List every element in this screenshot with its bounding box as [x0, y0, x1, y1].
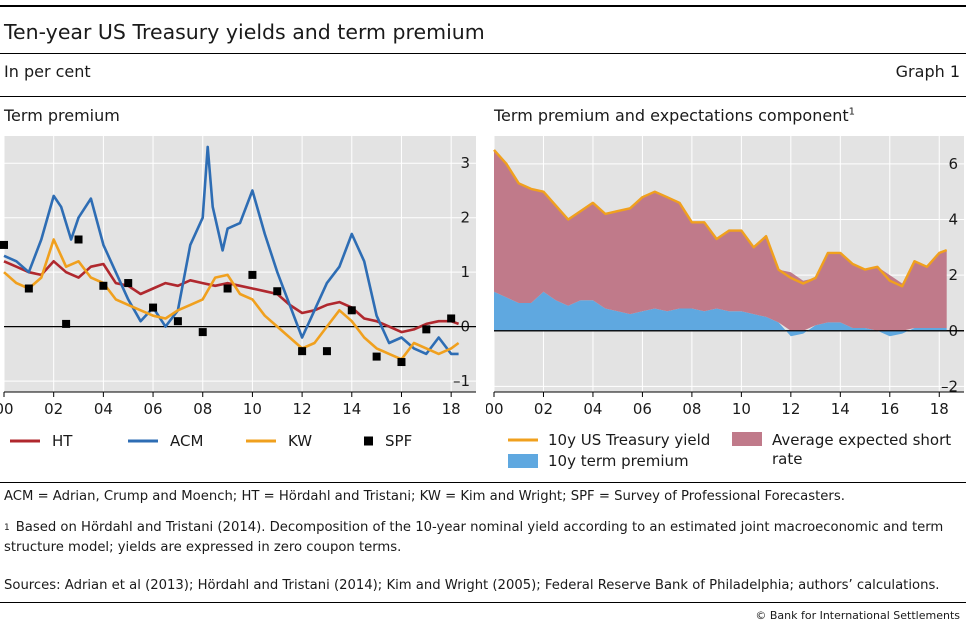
- spf-point: [273, 287, 282, 296]
- yield-line: [493, 149, 948, 288]
- spf-point: [99, 281, 108, 290]
- legend-label-kw: KW: [288, 432, 312, 450]
- spf-point: [74, 235, 83, 244]
- spf-point: [322, 347, 331, 356]
- x-tick-label: 04: [583, 400, 602, 418]
- legend-label-ht: HT: [52, 432, 73, 450]
- y-tick-label: 2: [948, 266, 958, 284]
- top-rule: [0, 5, 966, 7]
- spf-point: [124, 279, 133, 288]
- spf-point: [372, 352, 381, 361]
- x-tick-label: 08: [193, 400, 212, 418]
- spf-point: [173, 317, 182, 326]
- y-tick-label: 6: [948, 155, 958, 173]
- x-tick-label: 12: [781, 400, 800, 418]
- legend-label-expected-short-rate: Average expected short rate: [772, 431, 951, 468]
- spf-point: [198, 328, 207, 337]
- y-tick-label: –1: [453, 372, 470, 390]
- expected-short-rate-area: [494, 149, 947, 331]
- x-tick-label: 00: [486, 400, 504, 418]
- left-panel-title-text: Term premium: [4, 106, 120, 125]
- x-tick-label: 12: [293, 400, 312, 418]
- spf-point: [248, 270, 257, 279]
- legend-label-yield: 10y US Treasury yield: [548, 431, 710, 449]
- x-tick-label: 14: [831, 400, 850, 418]
- page-subtitle: In per cent: [4, 62, 91, 81]
- spf-point: [422, 325, 431, 334]
- footer-rule: [0, 482, 966, 483]
- right-panel-title: Term premium and expectations component1: [494, 106, 855, 125]
- spf-point: [24, 284, 33, 293]
- legend-swatch-spf: [364, 436, 373, 446]
- y-tick-label: 2: [460, 209, 470, 227]
- copyright: © Bank for International Settlements: [755, 609, 960, 622]
- x-tick-label: 06: [144, 400, 163, 418]
- y-tick-label: –2: [941, 377, 958, 395]
- series-line-acm: [3, 145, 459, 356]
- x-tick-label: 10: [732, 400, 751, 418]
- spf-point: [223, 284, 232, 293]
- footnote: 1 Based on Hördahl and Tristani (2014). D…: [4, 518, 962, 558]
- subtitle-rule: [0, 96, 966, 97]
- x-tick-label: 08: [682, 400, 701, 418]
- copyright-rule: [0, 602, 966, 603]
- x-tick-label: 02: [534, 400, 553, 418]
- abbreviations-note: ACM = Adrian, Crump and Moench; HT = Hör…: [4, 489, 845, 504]
- x-tick-label: 06: [633, 400, 652, 418]
- series-line-kw: [3, 238, 460, 361]
- x-tick-label: 00: [0, 400, 14, 418]
- footnote-text: Based on Hördahl and Tristani (2014). De…: [4, 520, 944, 555]
- x-tick-label: 10: [243, 400, 262, 418]
- x-tick-label: 16: [392, 400, 411, 418]
- footnote-marker: 1: [4, 523, 10, 533]
- plot-area: [4, 136, 476, 392]
- y-tick-label: 3: [460, 154, 470, 172]
- y-tick-label: 4: [948, 210, 958, 228]
- legend-label-line-1: Average expected short: [772, 431, 951, 449]
- legend-label-term-premium: 10y term premium: [548, 452, 689, 470]
- x-tick-label: 02: [44, 400, 63, 418]
- right-panel-title-text: Term premium and expectations component: [494, 106, 849, 125]
- spf-point: [347, 306, 356, 315]
- graph-label: Graph 1: [895, 62, 960, 81]
- x-tick-label: 18: [930, 400, 949, 418]
- legend-swatch-expected-short-rate: [732, 432, 762, 446]
- left-panel-title: Term premium: [4, 106, 120, 125]
- spf-point: [447, 314, 456, 323]
- sources-note: Sources: Adrian et al (2013); Hördahl an…: [4, 578, 940, 593]
- x-tick-label: 14: [342, 400, 361, 418]
- spf-point: [397, 358, 406, 367]
- legend-label-acm: ACM: [170, 432, 203, 450]
- x-tick-label: 16: [880, 400, 899, 418]
- legend-label-spf: SPF: [385, 432, 412, 450]
- spf-point: [0, 240, 8, 249]
- y-tick-label: 1: [460, 263, 470, 281]
- legend-label-line-2: rate: [772, 450, 802, 468]
- legend-swatch-term-premium: [508, 454, 538, 468]
- x-tick-label: 18: [442, 400, 461, 418]
- term-premium-area: [494, 291, 947, 337]
- right-panel-title-superscript: 1: [848, 106, 855, 118]
- spf-point: [149, 303, 158, 312]
- spf-point: [298, 347, 307, 356]
- spf-point: [62, 319, 71, 328]
- title-rule: [0, 53, 966, 54]
- page-title: Ten-year US Treasury yields and term pre…: [4, 20, 485, 44]
- x-tick-label: 04: [94, 400, 113, 418]
